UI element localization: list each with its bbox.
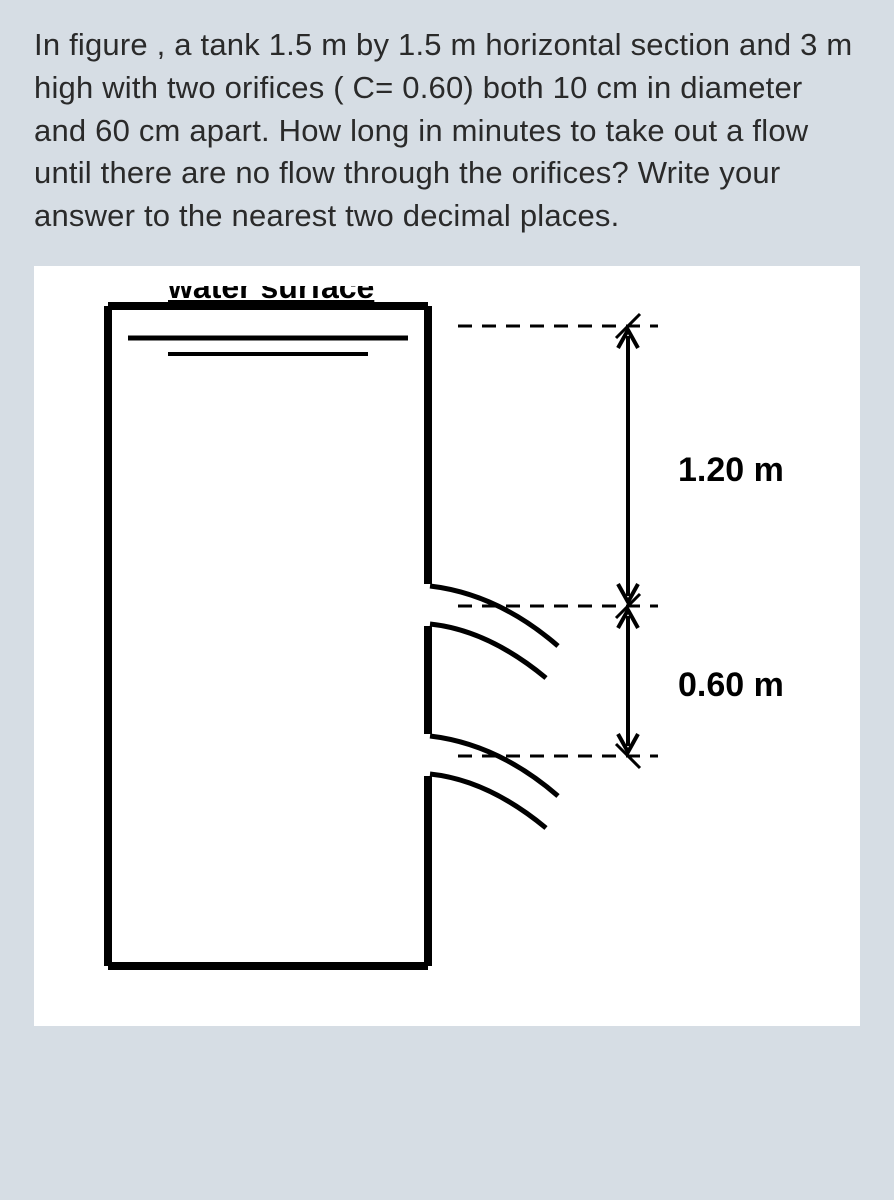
- dim-upper-group: 1.20 m: [616, 314, 784, 602]
- dim-upper-label: 1.20 m: [678, 451, 784, 489]
- upper-jet: [430, 586, 558, 678]
- question-text: In figure , a tank 1.5 m by 1.5 m horizo…: [34, 24, 860, 238]
- dim-lower-group: 0.60 m: [616, 594, 784, 768]
- figure-container: water surface 1.20 m: [34, 266, 860, 1026]
- dim-lower-label: 0.60 m: [678, 666, 784, 704]
- tank-diagram: water surface 1.20 m: [58, 286, 878, 986]
- lower-jet: [430, 736, 558, 828]
- water-surface-label: water surface: [167, 286, 374, 305]
